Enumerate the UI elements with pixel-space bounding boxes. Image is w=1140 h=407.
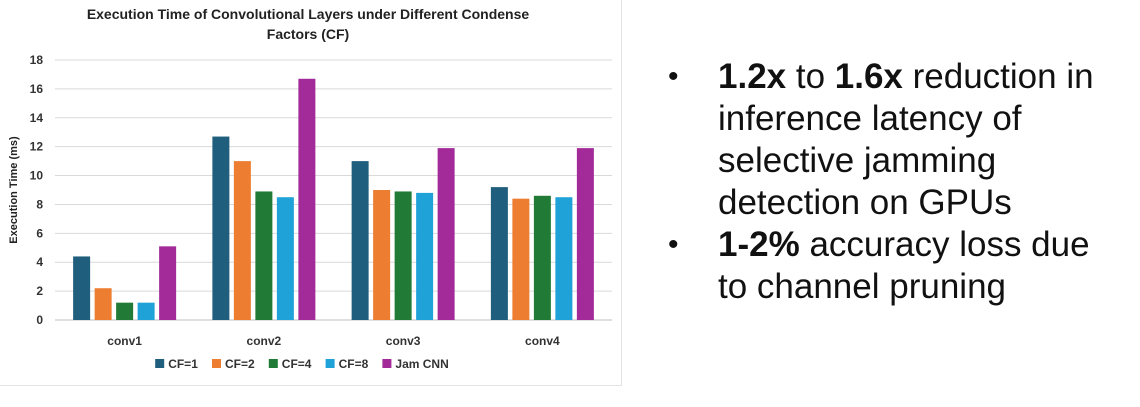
bullet-list: • 1.2x to 1.6x reduction in inference la… — [668, 56, 1128, 308]
legend-swatch — [325, 359, 335, 368]
bar — [394, 191, 412, 320]
y-tick-label: 12 — [30, 140, 44, 154]
legend-swatch — [382, 359, 392, 368]
bullet-item: • 1-2% accuracy loss due to channel prun… — [668, 224, 1128, 308]
bar — [416, 192, 434, 320]
bar — [276, 197, 294, 320]
bar — [159, 246, 177, 320]
legend-label: CF=2 — [225, 357, 255, 371]
legend-swatch — [212, 359, 221, 368]
bullet-bold: 1.6x — [834, 57, 903, 96]
bar — [555, 197, 573, 320]
bullet-text: 1-2% accuracy loss due to channel prunin… — [718, 224, 1128, 308]
y-tick-label: 16 — [30, 82, 44, 96]
x-tick-label: conv1 — [107, 334, 142, 348]
bar — [298, 78, 316, 321]
chart-title: Execution Time of Convolutional Layers u… — [87, 6, 530, 22]
bullet-symbol: • — [668, 228, 679, 261]
bar — [490, 187, 508, 320]
bar — [255, 191, 273, 320]
x-tick-label: conv2 — [247, 334, 282, 348]
bullet-item: • 1.2x to 1.6x reduction in inference la… — [668, 56, 1128, 224]
y-tick-label: 4 — [36, 255, 43, 269]
bar — [351, 161, 369, 320]
bar — [373, 190, 391, 320]
bar — [116, 302, 134, 320]
y-tick-label: 18 — [30, 53, 44, 67]
bar — [437, 148, 455, 320]
bar — [512, 198, 530, 320]
bar — [233, 161, 251, 320]
y-tick-label: 2 — [36, 284, 43, 298]
y-tick-label: 6 — [36, 226, 43, 240]
bar — [73, 256, 91, 320]
legend-swatch — [268, 359, 278, 368]
chart-panel: Execution Time of Convolutional Layers u… — [0, 0, 622, 386]
bullet-bold: 1.2x — [718, 57, 787, 96]
bar-chart: Execution Time of Convolutional Layers u… — [8, 6, 612, 371]
legend-label: Jam CNN — [395, 357, 448, 371]
y-tick-label: 14 — [30, 111, 44, 125]
bullet-plain: reduction in inference latency of select… — [718, 57, 1094, 222]
bullet-symbol: • — [668, 60, 679, 93]
legend-swatch — [155, 359, 165, 368]
x-tick-label: conv4 — [525, 334, 560, 348]
bar — [137, 302, 155, 320]
bar — [576, 148, 594, 320]
chart-title: Factors (CF) — [267, 26, 349, 42]
legend-label: CF=4 — [282, 357, 312, 371]
legend-label: CF=8 — [339, 357, 369, 371]
x-tick-label: conv3 — [386, 334, 421, 348]
y-tick-label: 0 — [36, 313, 43, 327]
bar — [94, 288, 112, 320]
bullet-text: 1.2x to 1.6x reduction in inference late… — [718, 56, 1128, 224]
bar — [533, 195, 551, 320]
bar — [212, 136, 230, 320]
y-tick-label: 10 — [30, 169, 44, 183]
bullet-plain: to — [786, 57, 835, 96]
y-axis-label: Execution Time (ms) — [8, 136, 20, 244]
bullet-bold: 1-2% — [718, 225, 800, 264]
bullet-plain: accuracy loss due to channel pruning — [718, 225, 1090, 306]
y-tick-label: 8 — [36, 197, 43, 211]
legend-label: CF=1 — [168, 357, 198, 371]
